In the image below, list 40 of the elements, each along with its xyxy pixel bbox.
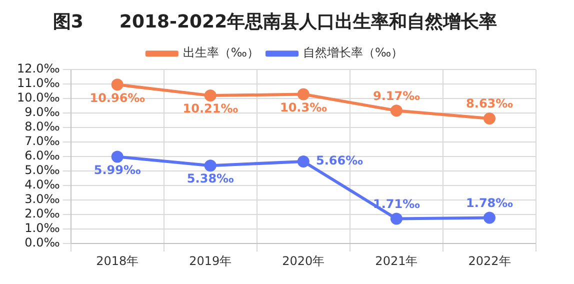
y-tick-label: 12.0‰ xyxy=(16,62,60,76)
point xyxy=(390,212,402,225)
point xyxy=(390,104,402,117)
point xyxy=(297,156,310,168)
point xyxy=(204,160,216,172)
y-tick-label: 11.0‰ xyxy=(16,76,60,90)
point xyxy=(204,90,216,102)
data-label: 8.63‰ xyxy=(466,96,513,111)
y-tick-label: 3.0‰ xyxy=(24,192,60,206)
legend-label: 出生率（‰） xyxy=(182,46,260,60)
y-tick-label: 4.0‰ xyxy=(24,178,60,192)
x-tick-label: 2021年 xyxy=(375,254,418,268)
data-label: 10.21‰ xyxy=(182,102,238,116)
x-tick-label: 2020年 xyxy=(282,254,325,268)
point xyxy=(483,212,496,224)
x-tick-label: 2022年 xyxy=(468,254,511,268)
legend-label: 自然增长率（‰） xyxy=(303,46,404,60)
point xyxy=(483,112,496,124)
point xyxy=(111,78,124,91)
data-label: 5.66‰ xyxy=(316,154,363,168)
point xyxy=(111,150,124,163)
y-tick-label: 0.0‰ xyxy=(24,236,60,250)
data-label: 10.96‰ xyxy=(90,90,145,105)
data-label: 10.3‰ xyxy=(280,100,327,114)
data-label: 9.17‰ xyxy=(373,88,420,103)
y-tick-label: 6.0‰ xyxy=(24,148,60,163)
y-tick-label: 7.0‰ xyxy=(24,134,60,148)
data-label: 5.99‰ xyxy=(94,162,141,177)
y-tick-label: 2.0‰ xyxy=(24,206,60,221)
y-tick-label: 9.0‰ xyxy=(24,105,60,120)
data-label: 5.38‰ xyxy=(186,172,234,186)
y-tick-label: 5.0‰ xyxy=(24,163,60,178)
x-tick-label: 2018年 xyxy=(96,254,139,268)
y-tick-label: 10.0‰ xyxy=(16,90,60,105)
y-tick-label: 8.0‰ xyxy=(24,120,60,134)
x-tick-label: 2019年 xyxy=(189,254,232,268)
point xyxy=(297,88,310,100)
chart-title: 图3 2018-2022年思南县人口出生率和自然增长率 xyxy=(52,11,498,32)
y-tick-label: 1.0‰ xyxy=(24,221,60,236)
data-label: 1.78‰ xyxy=(466,196,513,210)
